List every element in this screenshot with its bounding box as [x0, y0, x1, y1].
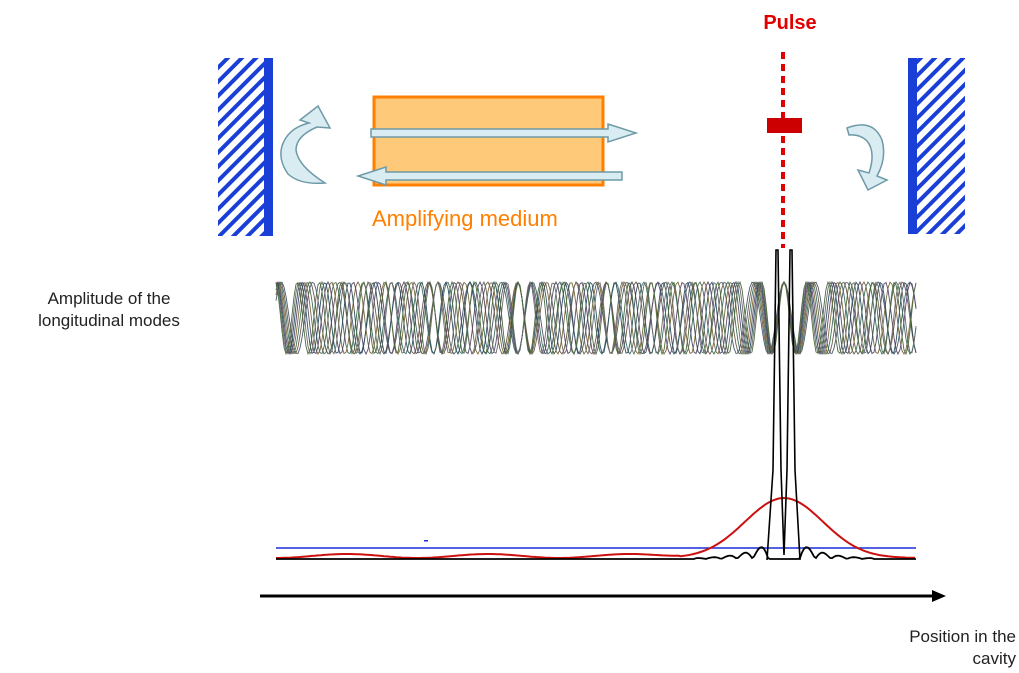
left-mirror-hatch [218, 58, 264, 236]
pulse-envelope-curve [276, 496, 916, 559]
right-reflection-arrow [846, 124, 889, 192]
amplifying-medium [372, 95, 605, 187]
longitudinal-modes [275, 280, 917, 356]
backward-beam-arrow [355, 165, 623, 187]
right-mirror-hatch [917, 58, 965, 234]
right-mirror [908, 58, 965, 234]
left-mirror-surface [264, 58, 273, 236]
position-axis-label: Position in the cavity [909, 627, 1016, 668]
amplifying-medium-label: Amplifying medium [372, 206, 558, 231]
mode-amplitude-label: Amplitude of the longitudinal modes [38, 289, 180, 330]
forward-beam-arrow [370, 122, 639, 144]
position-axis-arrowhead [932, 590, 946, 602]
left-reflection-arrow [280, 104, 332, 185]
pulse-block [767, 118, 802, 133]
baseline-dot [424, 540, 428, 542]
mode-wave [275, 280, 917, 356]
pulse-label: Pulse [763, 12, 817, 34]
mode-wave [275, 280, 917, 356]
left-mirror [218, 58, 273, 236]
mode-wave [275, 281, 917, 355]
intensity-curve [276, 546, 916, 560]
right-mirror-surface [908, 58, 917, 234]
pulse-peak [766, 249, 801, 561]
